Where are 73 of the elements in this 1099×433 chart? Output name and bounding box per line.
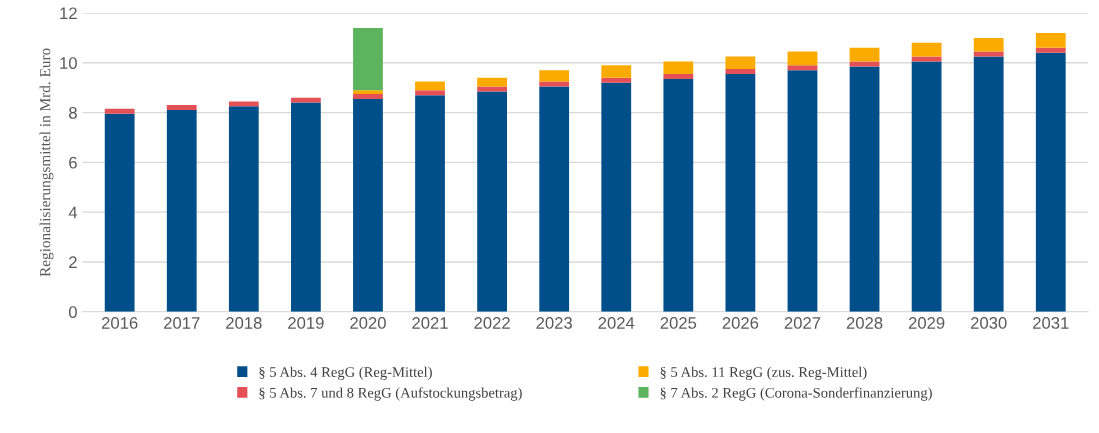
bar: [911, 42, 942, 57]
legend-label: § 7 Abs. 2 RegG (Corona-Sonderfinanzierung): [660, 387, 932, 401]
x-tick-label: 2021: [412, 317, 448, 329]
x-tick-label: 2025: [660, 317, 697, 329]
bar: [973, 56, 1004, 312]
x-tick-label: 2023: [536, 317, 572, 329]
bar: [973, 51, 1004, 57]
bar: [787, 51, 818, 66]
y-tick-label: 8: [69, 106, 77, 119]
bar: [415, 81, 445, 91]
bar: [601, 82, 632, 312]
bar: [663, 61, 694, 74]
y-tick-label: 0: [68, 306, 77, 318]
bar: [849, 47, 880, 62]
x-tick-label: 2028: [846, 317, 883, 329]
x-tick-label: 2029: [908, 317, 945, 329]
bar: [290, 102, 321, 312]
bar: [477, 86, 508, 92]
y-tick-label: 12: [60, 7, 77, 20]
x-tick-label: 2022: [474, 317, 510, 329]
bar: [663, 73, 694, 79]
bar: [539, 81, 570, 87]
bar: [973, 37, 1004, 52]
x-tick-label: 2019: [288, 317, 324, 329]
bar: [228, 101, 259, 107]
bar: [290, 97, 321, 103]
x-tick-label: 2031: [1033, 317, 1069, 329]
bar: [725, 56, 756, 70]
x-tick-label: 2027: [784, 317, 821, 329]
bar: [353, 90, 383, 94]
bar: [353, 27, 383, 91]
bar: [228, 106, 259, 312]
bar: [104, 108, 135, 114]
bar: [539, 86, 570, 312]
bar: [477, 77, 508, 87]
bar: [787, 65, 818, 71]
bar: [911, 61, 942, 312]
bar: [601, 77, 632, 83]
bar: [787, 70, 818, 312]
x-tick-label: 2020: [350, 317, 386, 329]
legend-label: § 5 Abs. 7 und 8 RegG (Aufstockungsbetrag): [259, 387, 522, 401]
bar: [104, 113, 135, 312]
bar: [725, 73, 756, 312]
bar: [1035, 47, 1066, 53]
bar: [415, 95, 445, 312]
bar: [849, 61, 880, 67]
bar: [415, 90, 445, 96]
bar: [725, 69, 756, 74]
bar: [477, 91, 508, 312]
x-tick-label: 2026: [722, 317, 759, 329]
bar: [539, 70, 570, 82]
bar: [166, 110, 197, 312]
bar: [911, 56, 942, 62]
x-tick-label: 2016: [101, 317, 138, 329]
y-tick-label: 6: [69, 156, 77, 169]
y-tick-label: 4: [68, 206, 78, 219]
y-tick-label: 10: [60, 57, 77, 69]
x-tick-label: 2030: [971, 317, 1007, 329]
bar: [1035, 52, 1066, 312]
x-tick-label: 2018: [226, 317, 262, 329]
y-axis-title: Regionalisierungsmittel in Mrd. Euro: [39, 48, 54, 277]
bar: [663, 78, 694, 312]
bar: [353, 93, 383, 99]
x-tick-label: 2024: [598, 317, 635, 329]
bar: [601, 65, 632, 78]
bar: [1035, 32, 1066, 48]
bar: [166, 105, 197, 111]
legend-label: § 5 Abs. 4 RegG (Reg-Mittel): [259, 366, 432, 380]
x-tick-label: 2017: [164, 317, 200, 329]
bar: [849, 66, 880, 312]
y-tick-label: 2: [69, 256, 77, 268]
legend-label: § 5 Abs. 11 RegG (zus. Reg-Mittel): [660, 366, 867, 380]
bar: [353, 98, 383, 312]
